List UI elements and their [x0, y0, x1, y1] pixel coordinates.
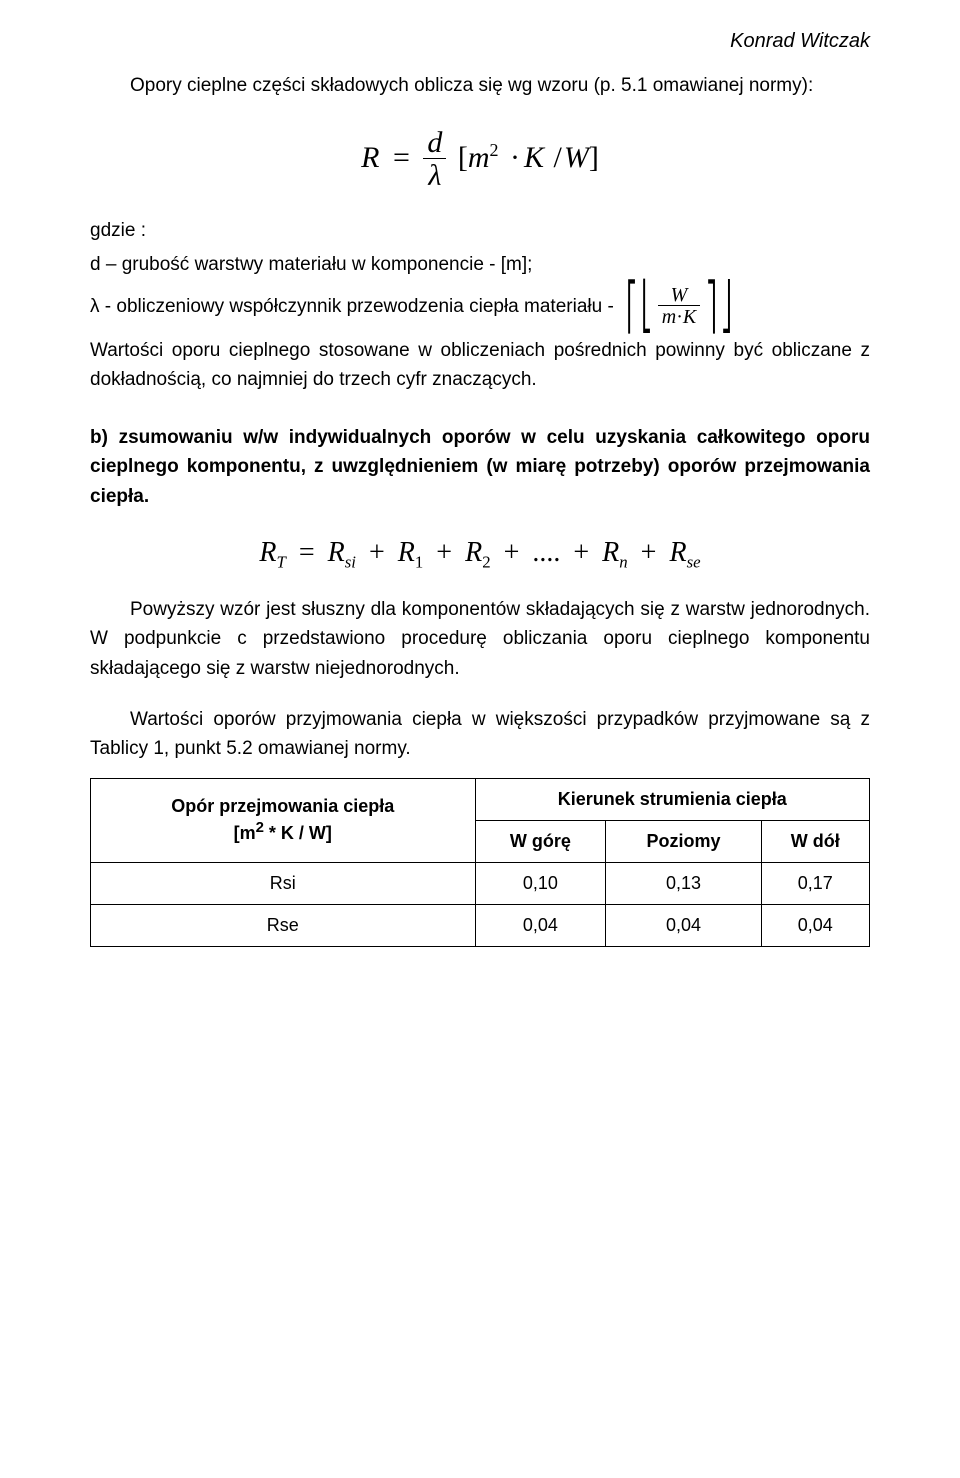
table-header-left: Opór przejmowania ciepła [m2 * K / W] — [91, 778, 476, 862]
fraction-denominator: λ — [423, 159, 446, 192]
lambda-unit-num: W — [658, 285, 700, 306]
bracket-close: ] — [589, 141, 599, 174]
unit-w: W — [564, 141, 589, 174]
table-header-left-unit: [m2 * K / W] — [234, 823, 332, 843]
paragraph-intro: Opory cieplne części składowych oblicza … — [90, 71, 870, 100]
table-cell: 0,17 — [761, 862, 869, 904]
formula-eq: = — [393, 141, 410, 174]
table-header-row-1: Opór przejmowania ciepła [m2 * K / W] Ki… — [91, 778, 870, 820]
unit-m-sup: 2 — [490, 140, 499, 160]
formula-lhs: R — [361, 141, 379, 174]
table-cell: 0,04 — [606, 904, 761, 946]
lambda-unit-den-k: K — [683, 306, 696, 328]
rt-lhs: R — [259, 537, 276, 568]
table-cell: 0,04 — [761, 904, 869, 946]
rt-r1-sub: 1 — [415, 553, 423, 572]
rt-r2: R — [465, 537, 482, 568]
page-container: Konrad Witczak Opory cieplne części skła… — [0, 0, 960, 1478]
resistance-table: Opór przejmowania ciepła [m2 * K / W] Ki… — [90, 778, 870, 947]
bracket-left-icon: ⎡ — [626, 284, 636, 330]
rt-r1: R — [398, 537, 415, 568]
table-header-right: Kierunek strumienia ciepła — [475, 778, 870, 820]
where-label: gdzie : — [90, 220, 870, 242]
table-subheader-0: W górę — [475, 820, 606, 862]
rt-rn: R — [602, 537, 619, 568]
definition-d: d – grubość warstwy materiału w komponen… — [90, 250, 870, 279]
unit-k: K — [524, 141, 544, 174]
rt-rsi: R — [328, 537, 345, 568]
unit-rest: * K / W] — [264, 823, 332, 843]
rt-plus3: + — [504, 537, 520, 568]
table-header-left-line1: Opór przejmowania ciepła — [171, 796, 394, 816]
bracket-right-icon: ⎤ — [707, 284, 717, 330]
rt-plus1: + — [369, 537, 385, 568]
definition-lambda: λ - obliczeniowy współczynnik przewodzen… — [90, 284, 870, 330]
rt-rse-sub: se — [687, 553, 701, 572]
table-row: Rse 0,04 0,04 0,04 — [91, 904, 870, 946]
author-name: Konrad Witczak — [90, 30, 870, 53]
unit-m: m — [468, 141, 490, 174]
bracket-right-bottom-icon: ⎦ — [722, 284, 732, 330]
table-row: Rsi 0,10 0,13 0,17 — [91, 862, 870, 904]
rt-rse: R — [669, 537, 686, 568]
rt-rn-sub: n — [619, 553, 627, 572]
formula-rt: RT = Rsi + R1 + R2 + .... + Rn + Rse — [90, 537, 870, 573]
bracket-left-bottom-icon: ⎣ — [641, 284, 651, 330]
rt-rsi-sub: si — [345, 553, 356, 572]
paragraph-explain: Powyższy wzór jest słuszny dla komponent… — [90, 595, 870, 683]
formula-fraction: d λ — [423, 128, 446, 192]
lambda-unit-den-dot: · — [676, 306, 683, 328]
paragraph-b-bold: b) zsumowaniu w/w indywidualnych oporów … — [90, 423, 870, 511]
unit-slash: / — [554, 141, 562, 174]
bracket-open: [ — [458, 141, 468, 174]
table-cell: 0,13 — [606, 862, 761, 904]
table-cell: 0,10 — [475, 862, 606, 904]
table-subheader-1: Poziomy — [606, 820, 761, 862]
formula-r: R = d λ [m2 ·K /W] — [90, 128, 870, 192]
rt-plus5: + — [641, 537, 657, 568]
rt-r2-sub: 2 — [482, 553, 490, 572]
rt-dots: .... — [532, 537, 560, 568]
unit-open: [m — [234, 823, 256, 843]
lambda-unit-frac: W m·K — [658, 285, 700, 328]
fraction-numerator: d — [423, 128, 446, 159]
table-row-label: Rsi — [91, 862, 476, 904]
lambda-unit-den: m·K — [658, 306, 700, 328]
table-row-label: Rse — [91, 904, 476, 946]
table-subheader-2: W dół — [761, 820, 869, 862]
definition-lambda-text: λ - obliczeniowy współczynnik przewodzen… — [90, 292, 614, 321]
lambda-unit-den-m: m — [662, 306, 676, 328]
paragraph-precision: Wartości oporu cieplnego stosowane w obl… — [90, 336, 870, 395]
rt-plus2: + — [436, 537, 452, 568]
unit-dot: · — [510, 141, 520, 174]
paragraph-table-intro: Wartości oporów przyjmowania ciepła w wi… — [90, 705, 870, 764]
lambda-unit: ⎡ ⎣ W m·K ⎤ ⎦ — [620, 284, 738, 330]
rt-eq: = — [299, 537, 315, 568]
table-cell: 0,04 — [475, 904, 606, 946]
rt-plus4: + — [573, 537, 589, 568]
rt-lhs-sub: T — [277, 553, 286, 572]
unit-sup: 2 — [256, 819, 264, 836]
